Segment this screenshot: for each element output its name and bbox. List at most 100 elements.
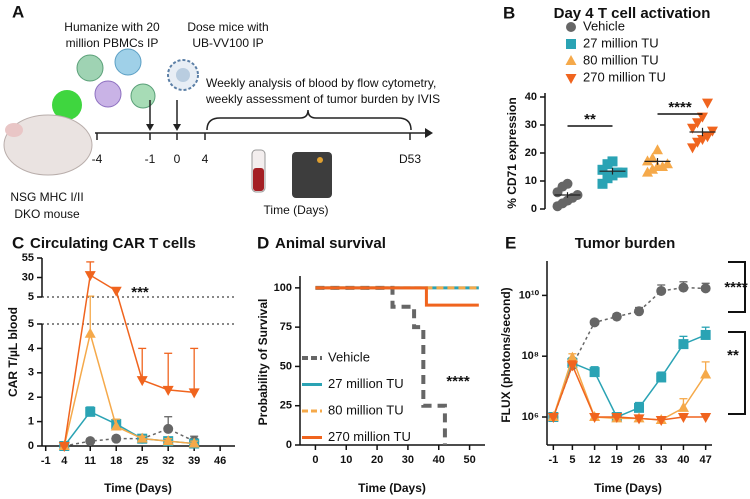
x-axis-label: Time (Days) bbox=[594, 481, 662, 495]
marker bbox=[700, 368, 712, 379]
marker bbox=[692, 118, 703, 129]
y-tick-label: 50 bbox=[280, 360, 292, 372]
x-tick-label: 32 bbox=[162, 455, 174, 467]
dose-arrows bbox=[149, 100, 178, 126]
marker bbox=[566, 361, 578, 372]
marker bbox=[566, 39, 576, 49]
x-tick-label: 30 bbox=[402, 454, 414, 466]
marker bbox=[702, 132, 713, 143]
timeline-label: 4 bbox=[202, 152, 209, 166]
marker bbox=[547, 413, 559, 424]
y-tick-label: 75 bbox=[280, 321, 292, 333]
series-line bbox=[63, 333, 195, 447]
x-tick-label: -1 bbox=[548, 454, 558, 466]
marker bbox=[607, 156, 618, 167]
chart-title: Day 4 T cell activation bbox=[554, 5, 711, 22]
x-tick-label: 40 bbox=[677, 454, 689, 466]
panel-letter: B bbox=[503, 3, 515, 22]
legend-label: 80 million TU bbox=[583, 52, 659, 67]
y-tick-label: 10⁶ bbox=[522, 411, 539, 423]
x-tick-label: 50 bbox=[463, 454, 475, 466]
tumor-icon bbox=[52, 90, 82, 120]
y-tick-label: 10 bbox=[525, 175, 537, 187]
axis-label: Time (Days) bbox=[264, 203, 329, 217]
marker bbox=[566, 351, 578, 362]
marker bbox=[163, 423, 174, 434]
y-tick-label: 10⁸ bbox=[522, 350, 539, 362]
marker bbox=[111, 433, 122, 444]
series-line bbox=[63, 410, 195, 447]
dose-arrows bbox=[146, 124, 154, 131]
marker bbox=[697, 112, 708, 123]
marker bbox=[188, 388, 200, 399]
marker bbox=[652, 144, 663, 155]
dose-arrows bbox=[173, 124, 181, 131]
cell-icon bbox=[114, 48, 142, 76]
marker bbox=[647, 152, 658, 163]
marker bbox=[188, 437, 200, 448]
marker bbox=[700, 413, 712, 424]
y-tick-label: 100 bbox=[274, 282, 292, 294]
marker bbox=[633, 414, 645, 425]
x-tick-label: 40 bbox=[433, 454, 445, 466]
marker bbox=[634, 306, 645, 317]
timeline-label: -4 bbox=[92, 152, 103, 166]
step-label: Weekly analysis of blood by flow cytomet… bbox=[206, 76, 436, 90]
ivis-icon bbox=[317, 157, 323, 163]
x-tick-label: 4 bbox=[61, 455, 68, 467]
marker bbox=[110, 286, 122, 297]
mouse-label: DKO mouse bbox=[14, 207, 80, 221]
x-tick-label: 12 bbox=[588, 454, 600, 466]
marker bbox=[687, 123, 698, 134]
marker bbox=[589, 413, 601, 424]
legend-label: Vehicle bbox=[583, 18, 625, 33]
step-label: Dose mice with bbox=[187, 20, 268, 34]
chart-title: Tumor burden bbox=[575, 235, 676, 252]
marker bbox=[702, 98, 713, 109]
marker bbox=[611, 311, 622, 322]
y-tick-label: 5 bbox=[28, 291, 34, 303]
significance-label: ** bbox=[584, 111, 596, 128]
step-label: million PBMCs IP bbox=[66, 36, 159, 50]
series-line bbox=[63, 273, 195, 447]
y-tick-label: 4 bbox=[28, 342, 35, 354]
x-axis-label: Time (Days) bbox=[104, 481, 172, 495]
timeline-label: D53 bbox=[399, 152, 421, 166]
marker bbox=[700, 329, 711, 340]
timeline-label: 0 bbox=[174, 152, 181, 166]
marker bbox=[647, 163, 658, 174]
marker bbox=[85, 406, 96, 417]
marker bbox=[687, 143, 698, 154]
marker bbox=[565, 55, 577, 65]
legend-label: Vehicle bbox=[328, 349, 370, 364]
y-tick-label: 20 bbox=[525, 147, 537, 159]
marker bbox=[162, 435, 174, 446]
marker bbox=[136, 432, 148, 443]
x-tick-label: 0 bbox=[312, 454, 318, 466]
mouse-icon bbox=[5, 123, 23, 137]
y-tick-label: 55 bbox=[22, 252, 34, 264]
significance-label: ** bbox=[727, 347, 739, 364]
marker bbox=[597, 178, 608, 189]
chart-title: Circulating CAR T cells bbox=[30, 235, 196, 252]
x-tick-label: 20 bbox=[371, 454, 383, 466]
marker bbox=[565, 74, 577, 84]
marker bbox=[597, 164, 608, 175]
x-tick-label: 26 bbox=[633, 454, 645, 466]
x-tick-label: 18 bbox=[110, 455, 122, 467]
y-axis-label: CAR T/µL blood bbox=[6, 307, 20, 397]
y-tick-label: 1 bbox=[28, 416, 34, 428]
marker bbox=[589, 367, 600, 378]
step-label: weekly assessment of tumor burden by IVI… bbox=[205, 92, 440, 106]
marker bbox=[677, 413, 689, 424]
x-axis-label: Time (Days) bbox=[358, 481, 426, 495]
x-tick-label: 25 bbox=[136, 455, 148, 467]
y-tick-label: 0 bbox=[531, 203, 537, 215]
significance-label: **** bbox=[446, 373, 470, 390]
cell-icon bbox=[76, 54, 104, 82]
marker bbox=[700, 283, 711, 294]
timeline-arrow bbox=[425, 128, 433, 138]
y-axis-label: FLUX (photons/second) bbox=[499, 287, 513, 422]
ivis-icon bbox=[292, 152, 332, 198]
marker bbox=[678, 282, 689, 293]
